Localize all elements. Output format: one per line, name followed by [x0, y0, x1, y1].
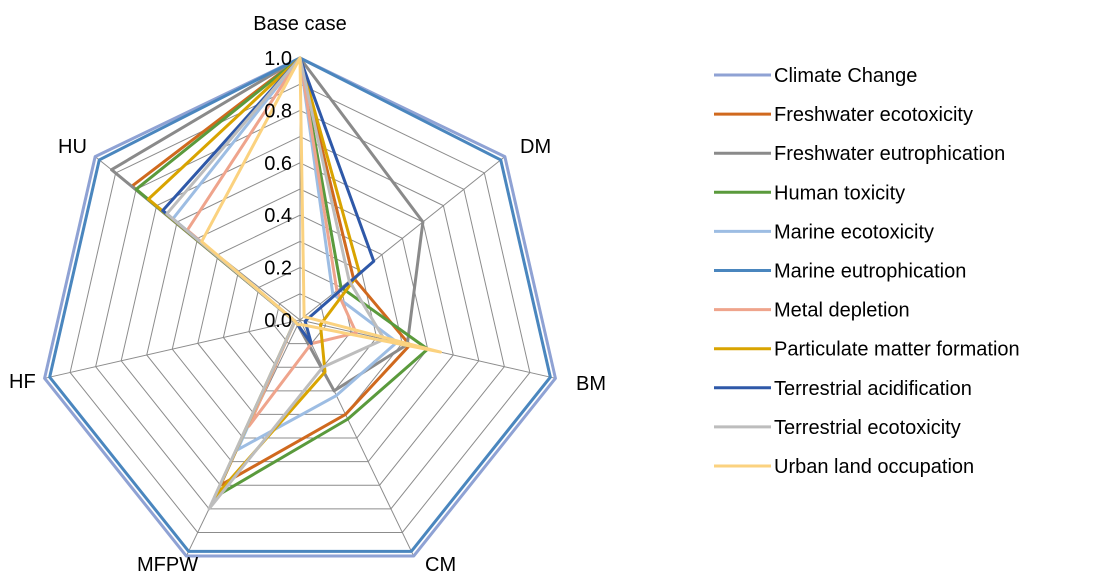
grid-ring — [120, 136, 480, 486]
series-line — [48, 56, 552, 553]
legend-label: Marine eutrophication — [774, 261, 966, 283]
tick-label: 0.4 — [264, 205, 292, 227]
legend-label: Climate Change — [774, 65, 917, 87]
legend-label: Terrestrial ecotoxicity — [774, 417, 961, 439]
grid-ring — [69, 83, 531, 533]
grid-spoke — [44, 319, 301, 379]
category-label: BM — [576, 373, 606, 395]
legend-label: Terrestrial acidification — [774, 378, 972, 400]
grid-ring — [222, 240, 378, 392]
tick-label: 0.0 — [264, 310, 292, 332]
grid-spoke — [299, 156, 506, 321]
grid-ring — [146, 162, 454, 463]
legend-label: Urban land occupation — [774, 456, 974, 478]
series-line — [165, 56, 386, 511]
legend-label: Freshwater eutrophication — [774, 143, 1005, 165]
grid-ring — [171, 188, 429, 439]
category-labels: Base case DM BM CM MFPW HF HU — [9, 13, 606, 576]
legend: Climate Change Freshwater ecotoxicity Fres… — [714, 65, 1020, 478]
category-label: CM — [425, 554, 456, 576]
tick-label: 1.0 — [264, 48, 292, 70]
legend-label: Particulate matter formation — [774, 339, 1020, 361]
tick-label: 0.2 — [264, 258, 292, 280]
radial-axis-ticks: 0.0 0.2 0.4 0.6 0.8 1.0 — [264, 48, 292, 332]
grid-ring — [95, 109, 505, 510]
category-label: DM — [520, 136, 551, 158]
series-line — [200, 56, 442, 354]
legend-label: Freshwater ecotoxicity — [774, 104, 973, 126]
tick-label: 0.6 — [264, 153, 292, 175]
legend-label: Marine ecotoxicity — [774, 221, 934, 243]
series-line — [43, 56, 557, 558]
category-label: MFPW — [137, 554, 198, 576]
legend-label: Human toxicity — [774, 182, 905, 204]
category-label: HU — [58, 136, 87, 158]
radar-series — [43, 56, 557, 558]
category-label: HF — [9, 371, 36, 393]
category-label: Base case — [253, 13, 346, 35]
tick-label: 0.8 — [264, 100, 292, 122]
grid-spoke — [299, 319, 415, 557]
legend-label: Metal depletion — [774, 300, 910, 322]
